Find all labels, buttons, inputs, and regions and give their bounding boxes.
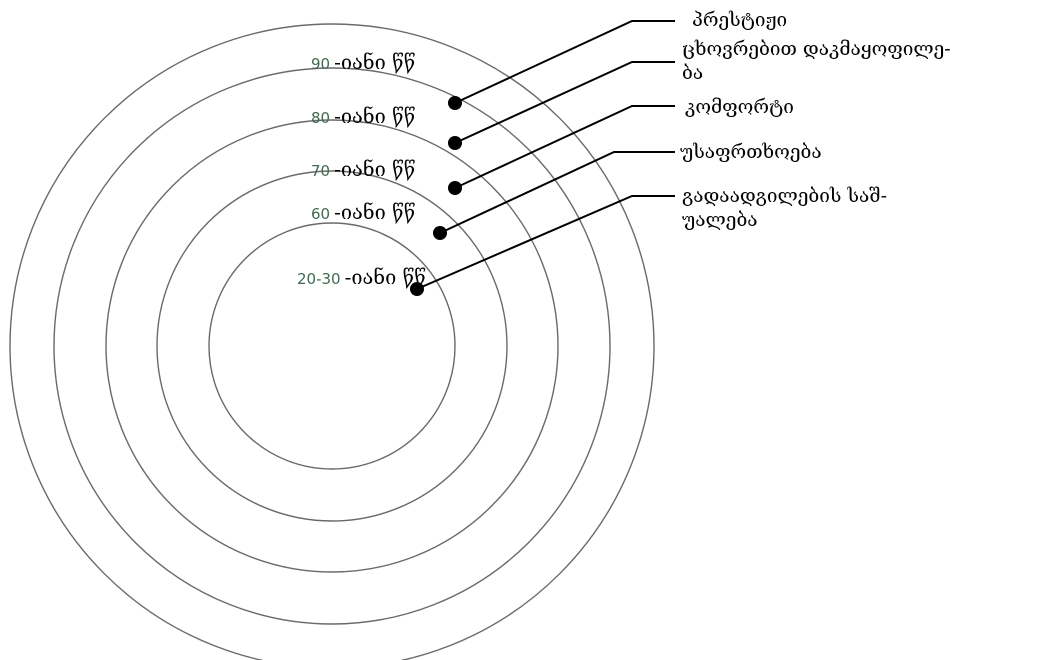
leader-line-prestige [454,20,675,104]
decade-label-70s: 70 -იანი წწ [311,157,415,181]
marker-dot-prestige [448,96,462,110]
need-label-prestige: პრესტიჟი [692,9,787,31]
decade-label-80s: 80 -იანი წწ [311,104,415,128]
need-label-life-satisfaction: ცხოვრებით დაკმაყოფილე- ბა [682,38,957,84]
need-label-comfort: კომფორტი [685,96,794,118]
need-label-mobility: გადაადგილების საშ- უალება [682,185,893,231]
marker-dot-safety [433,226,447,240]
ring-70s [105,119,559,573]
leader-line-safety [439,151,675,234]
ring-90s [9,23,655,660]
marker-dot-mobility [410,282,424,296]
leader-line-comfort [454,105,675,189]
need-label-safety: უსაფრთხოება [680,141,822,163]
decade-label-90s: 90 -იანი წწ [311,50,415,74]
leader-line-life-satisfaction [454,61,675,144]
leader-line-mobility [416,195,675,290]
marker-dot-comfort [448,181,462,195]
ring-80s [53,67,611,625]
marker-dot-life-satisfaction [448,136,462,150]
decade-label-60s: 60 -იანი წწ [311,200,415,224]
ring-60s [156,170,508,522]
ring-20-30s [208,222,456,470]
decade-label-20-30s: 20-30 -იანი წწ [297,265,426,289]
